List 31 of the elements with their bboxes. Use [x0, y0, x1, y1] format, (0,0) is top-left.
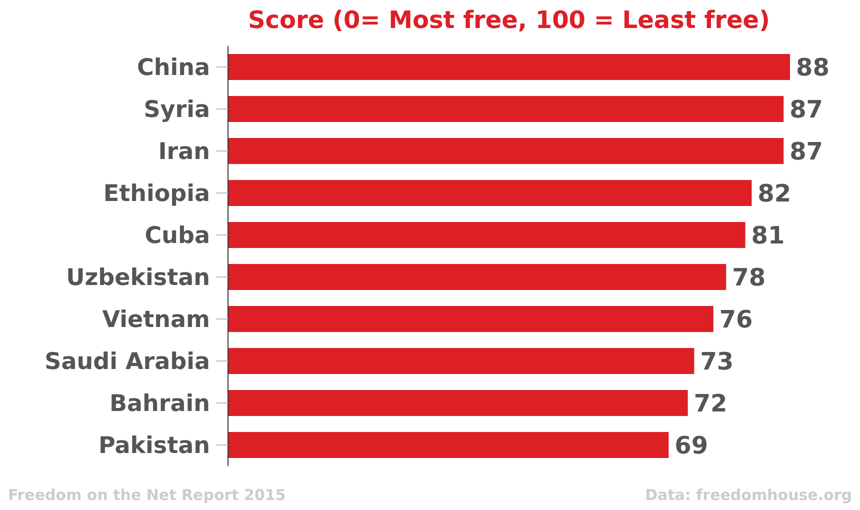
data-label: 76	[719, 306, 753, 334]
bar	[228, 390, 688, 416]
bar	[228, 348, 694, 374]
data-label: 82	[758, 180, 792, 208]
bar	[228, 432, 669, 458]
data-label: 78	[732, 264, 766, 292]
data-label: 73	[700, 348, 734, 376]
chart-title: Score (0= Most free, 100 = Least free)	[247, 6, 771, 34]
y-tick-label: China	[136, 55, 210, 82]
y-tick-label: Cuba	[144, 223, 210, 250]
bar	[228, 264, 726, 290]
y-tick-label: Uzbekistan	[66, 265, 210, 292]
y-tick-label: Ethiopia	[103, 181, 210, 208]
bar	[228, 138, 784, 164]
data-label: 72	[694, 390, 728, 418]
data-label: 88	[796, 54, 830, 82]
bar	[228, 96, 784, 122]
y-tick-label: Iran	[158, 139, 210, 166]
y-tick-label: Syria	[144, 97, 210, 124]
bar	[228, 54, 790, 80]
bar	[228, 180, 752, 206]
y-tick-label: Pakistan	[98, 433, 210, 460]
y-tick-label: Bahrain	[109, 391, 210, 418]
data-label: 69	[674, 432, 708, 460]
data-label: 81	[751, 222, 785, 250]
data-label: 87	[790, 96, 824, 124]
bar	[228, 222, 746, 248]
y-tick-label: Vietnam	[102, 307, 210, 334]
bar	[228, 306, 714, 332]
y-tick-label: Saudi Arabia	[44, 349, 210, 376]
data-label: 87	[790, 138, 824, 166]
